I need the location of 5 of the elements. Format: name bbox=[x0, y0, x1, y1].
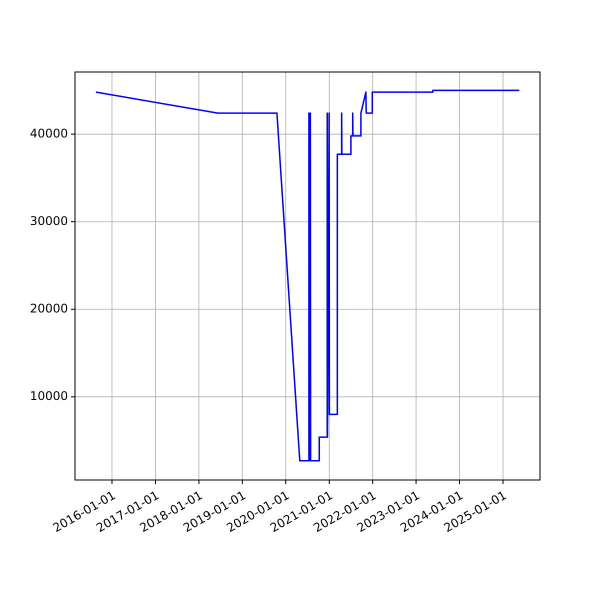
y-tick-label: 10000 bbox=[30, 389, 68, 404]
y-tick-label: 40000 bbox=[30, 126, 68, 140]
y-tick-label: 20000 bbox=[30, 302, 68, 316]
y-tick-label: 30000 bbox=[30, 214, 68, 228]
line-series bbox=[95, 90, 520, 462]
